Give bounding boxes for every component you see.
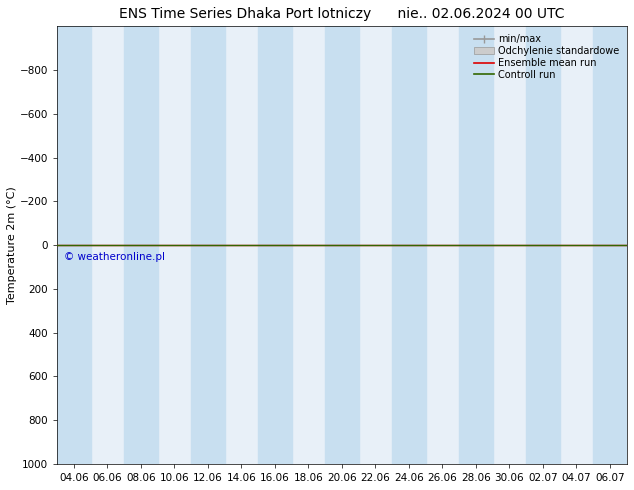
Bar [392, 26, 425, 464]
Bar [325, 26, 359, 464]
Text: © weatheronline.pl: © weatheronline.pl [64, 252, 165, 262]
Legend: min/max, Odchylenie standardowe, Ensemble mean run, Controll run: min/max, Odchylenie standardowe, Ensembl… [472, 31, 622, 83]
Y-axis label: Temperature 2m (°C): Temperature 2m (°C) [7, 186, 17, 304]
Bar [258, 26, 292, 464]
Bar [526, 26, 560, 464]
Bar [459, 26, 493, 464]
Bar [593, 26, 626, 464]
Bar [191, 26, 224, 464]
Bar [124, 26, 158, 464]
Bar [57, 26, 91, 464]
Title: ENS Time Series Dhaka Port lotniczy      nie.. 02.06.2024 00 UTC: ENS Time Series Dhaka Port lotniczy nie.… [119, 7, 565, 21]
